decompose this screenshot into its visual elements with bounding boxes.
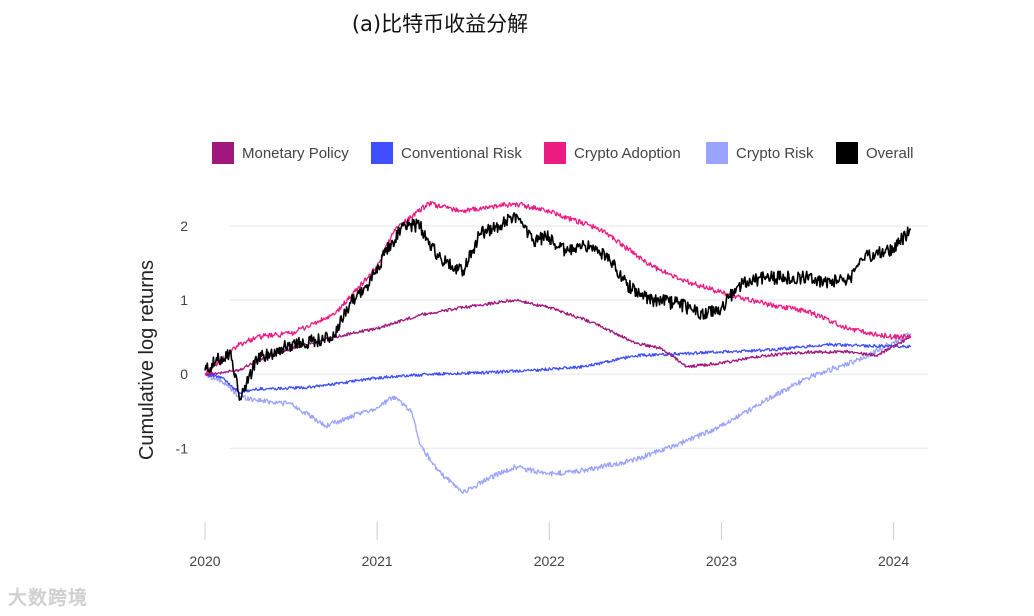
x-tick-label: 2020 xyxy=(189,553,220,569)
legend-swatch-monetary-policy xyxy=(212,142,234,164)
legend-label-crypto-adoption: Crypto Adoption xyxy=(574,145,681,162)
legend-swatch-crypto-risk xyxy=(706,142,728,164)
x-tick-label: 2021 xyxy=(362,553,393,569)
legend-swatch-overall xyxy=(836,142,858,164)
watermark-logo: 大数跨境 xyxy=(8,587,89,609)
x-tick-label: 2024 xyxy=(878,553,909,569)
legend: Monetary Policy Conventional Risk Crypto A… xyxy=(212,142,914,164)
series-line-overall xyxy=(204,212,912,401)
y-tick-label: 2 xyxy=(180,218,188,234)
y-axis-label: Cumulative log returns xyxy=(136,260,158,460)
legend-label-monetary-policy: Monetary Policy xyxy=(242,145,349,162)
y-tick-label: -1 xyxy=(176,440,189,456)
axis-layer: -1 0 1 2 2020 2021 2022 2023 2024 xyxy=(176,218,910,569)
y-tick-label: 0 xyxy=(180,366,188,382)
series-line-crypto-risk xyxy=(204,332,912,494)
legend-swatch-crypto-adoption xyxy=(544,142,566,164)
legend-label-conventional-risk: Conventional Risk xyxy=(401,145,522,162)
legend-label-overall: Overall xyxy=(866,145,914,162)
x-tick-label: 2022 xyxy=(534,553,565,569)
y-tick-label: 1 xyxy=(180,292,188,308)
legend-label-crypto-risk: Crypto Risk xyxy=(736,145,814,162)
series-line-conventional-risk xyxy=(205,342,912,394)
grid-layer xyxy=(230,225,928,449)
legend-swatch-conventional-risk xyxy=(371,142,393,164)
series-line-crypto-adoption xyxy=(204,200,912,375)
series-layer xyxy=(204,200,912,494)
chart-title: (a)比特币收益分解 xyxy=(351,12,529,36)
x-tick-label: 2023 xyxy=(706,553,737,569)
